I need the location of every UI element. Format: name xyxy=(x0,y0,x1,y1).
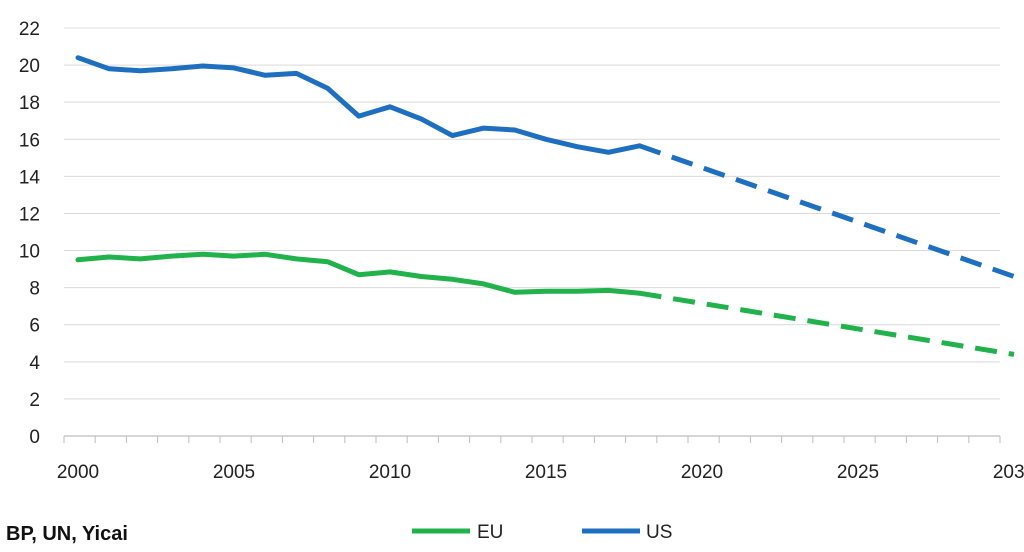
series-line-eu-actual xyxy=(75,251,643,296)
x-tick-label: 2010 xyxy=(369,462,411,483)
series-line-us-actual xyxy=(75,55,643,155)
x-tick-label: 2025 xyxy=(837,462,879,483)
series-line-eu-projected xyxy=(639,290,1015,357)
y-tick-label: 2 xyxy=(29,390,40,411)
legend-label-us: US xyxy=(646,522,672,543)
y-tick-label: 4 xyxy=(29,353,40,374)
y-tick-label: 10 xyxy=(19,242,40,263)
y-tick-label: 0 xyxy=(29,427,40,448)
legend-label-eu: EU xyxy=(477,522,503,543)
x-tick-label: 2015 xyxy=(525,462,567,483)
x-tick-label: 2030 xyxy=(993,462,1024,483)
source-label: BP, UN, Yicai xyxy=(6,523,128,545)
y-tick-label: 12 xyxy=(19,204,40,225)
series-line-us-projected xyxy=(638,143,1015,279)
y-tick-label: 14 xyxy=(19,167,41,188)
x-tick-label: 2005 xyxy=(213,462,255,483)
y-tick-label: 18 xyxy=(19,93,40,114)
series-lines xyxy=(75,55,1015,357)
x-tick-label: 2020 xyxy=(681,462,723,483)
axes: 0 2 4 6 8 10 12 14 16 18 20 22 2000 2005 2010 2015 2020 2… xyxy=(19,19,1024,483)
legend: EU US xyxy=(412,522,672,543)
x-tick-label: 2000 xyxy=(57,462,99,483)
y-tick-label: 22 xyxy=(19,19,40,40)
y-tick-label: 16 xyxy=(19,130,40,151)
grid-lines xyxy=(64,27,1000,400)
y-tick-label: 20 xyxy=(19,56,40,77)
y-tick-label: 6 xyxy=(29,316,40,337)
y-tick-label: 8 xyxy=(29,279,40,300)
